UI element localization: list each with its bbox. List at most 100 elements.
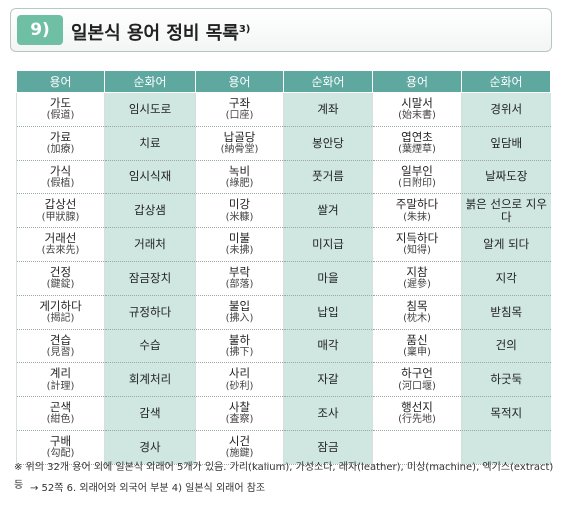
refined-term-cell: 잠금장치 [104, 261, 196, 296]
refined-term-cell: 붉은 선으로 지우다 [461, 193, 551, 229]
column-header: 순화어 [461, 70, 551, 93]
table-row: 가료 (加療) 치료 납골당 (納骨堂) 봉안당 엽연초 (葉煙草) 잎담배 [16, 126, 551, 161]
term-hanja: (鍵錠) [46, 279, 75, 291]
japanese-term-cell: 행선지 (行先地) [372, 396, 462, 431]
column-header: 순화어 [104, 70, 196, 93]
page-title: 일본식 용어 정비 목록3) [71, 19, 250, 45]
refined-term-cell [461, 430, 551, 465]
term-word: 지득하다 [395, 231, 439, 246]
section-header: 9) 일본식 용어 정비 목록3) [10, 8, 552, 52]
term-hanja: (施鍵) [225, 448, 254, 460]
japanese-term-cell: 구배 (勾配) [16, 430, 105, 465]
refined-term-cell: 봉안당 [283, 126, 373, 161]
footnote-ref: 3) [238, 24, 251, 35]
refined-term-cell: 목적지 [461, 396, 551, 431]
japanese-term-cell: 게기하다 (揭記) [16, 295, 105, 330]
term-word: 불하 [228, 332, 251, 347]
term-hanja: (加療) [46, 144, 75, 156]
refined-term-cell: 날짜도장 [461, 160, 551, 195]
term-word: 주말하다 [395, 197, 439, 212]
refined-term-cell: 하굿둑 [461, 362, 551, 398]
term-hanja: (知得) [403, 245, 431, 257]
japanese-term-cell: 건정 (鍵錠) [16, 261, 105, 296]
refined-term-cell: 미지급 [283, 227, 373, 262]
table-row: 구배 (勾配) 경사 시건 (施鍵) 잠금 [16, 430, 551, 465]
term-word: 구배 [49, 434, 72, 448]
japanese-term-cell: 가도 (假道) [16, 92, 105, 127]
japanese-term-cell: 불하 (拂下) [195, 329, 284, 364]
term-word: 사찰 [228, 400, 251, 415]
term-word: 갑상선 [44, 197, 77, 212]
table-row: 건정 (鍵錠) 잠금장치 부락 (部落) 마을 지참 (遲參) 지각 [16, 261, 551, 296]
term-word: 시말서 [401, 96, 433, 111]
term-word: 가도 [49, 96, 72, 111]
term-hanja: (米糠) [225, 211, 254, 223]
column-header: 순화어 [283, 70, 373, 93]
term-word: 품신 [406, 332, 428, 347]
table-row: 거래선 (去來先) 거래처 미불 (未拂) 미지급 지득하다 (知得) 알게 되다 [16, 227, 551, 262]
term-word: 미강 [228, 197, 251, 212]
refined-term-cell: 지각 [461, 261, 551, 296]
term-word: 가료 [49, 129, 72, 144]
table-row: 견습 (見習) 수습 불하 (拂下) 매각 품신 (稟申) 건의 [16, 329, 551, 364]
japanese-term-cell: 가료 (加療) [16, 126, 105, 161]
term-hanja: (見習) [46, 346, 75, 358]
japanese-term-cell: 품신 (稟申) [372, 329, 462, 364]
japanese-term-cell: 지참 (遲參) [372, 261, 462, 296]
term-hanja: (口座) [225, 110, 254, 122]
column-header: 용어 [195, 70, 284, 93]
japanese-term-cell: 가식 (假植) [16, 160, 105, 195]
refined-term-cell: 풋거름 [283, 160, 373, 195]
japanese-term-cell: 불입 (拂入) [195, 295, 284, 330]
refined-term-cell: 감색 [104, 396, 196, 431]
term-hanja: (納骨堂) [220, 144, 259, 156]
term-word: 침목 [406, 298, 428, 313]
table-body: 가도 (假道) 임시도로 구좌 (口座) 계좌 시말서 (始末書) 경위서 가료 (加療) 치료 납골당… [16, 92, 551, 465]
term-hanja: (稟申) [403, 346, 431, 358]
term-hanja: (河口堰) [398, 380, 436, 392]
term-hanja: (甲狀腺) [41, 211, 80, 223]
japanese-term-cell: 엽연초 (葉煙草) [372, 126, 462, 161]
refined-term-cell: 임시도로 [104, 92, 196, 127]
japanese-term-cell: 사찰 (査察) [195, 396, 284, 431]
refined-term-cell: 납입 [283, 295, 373, 330]
japanese-term-cell: 침목 (枕木) [372, 295, 462, 330]
term-word: 미불 [228, 231, 251, 246]
term-word: 사리 [228, 366, 251, 381]
term-hanja: (假植) [46, 177, 75, 189]
refined-term-cell: 치료 [104, 126, 196, 161]
table-row: 게기하다 (揭記) 규정하다 불입 (拂入) 납입 침목 (枕木) 받침목 [16, 295, 551, 330]
term-word: 시건 [228, 434, 251, 448]
term-word: 거래선 [44, 231, 77, 246]
footnote: ※ 위의 32개 용어 외에 일본식 외래어 5개가 있음. 가리(kalium… [14, 462, 554, 491]
table-row: 가도 (假道) 임시도로 구좌 (口座) 계좌 시말서 (始末書) 경위서 [16, 92, 551, 127]
refined-term-cell: 거래처 [104, 227, 196, 262]
term-word: 계리 [49, 366, 72, 381]
japanese-term-cell: 미강 (米糠) [195, 193, 284, 229]
table-row: 곤색 (紺色) 감색 사찰 (査察) 조사 행선지 (行先地) 목적지 [16, 396, 551, 431]
term-word: 구좌 [228, 96, 251, 111]
refined-term-cell: 계좌 [283, 92, 373, 127]
japanese-term-cell: 곤색 (紺色) [16, 396, 105, 431]
term-word: 견습 [49, 332, 72, 347]
term-hanja: (行先地) [398, 414, 436, 426]
japanese-term-cell: 지득하다 (知得) [372, 227, 462, 262]
refined-term-cell: 매각 [283, 329, 373, 364]
refined-term-cell: 수습 [104, 329, 196, 364]
japanese-term-cell: 갑상선 (甲狀腺) [16, 193, 105, 229]
term-word: 게기하다 [39, 298, 82, 313]
term-word: 지참 [406, 265, 428, 280]
column-header: 용어 [372, 70, 462, 93]
refined-term-cell: 알게 되다 [461, 227, 551, 262]
japanese-term-cell: 견습 (見習) [16, 329, 105, 364]
term-word: 하구언 [401, 366, 433, 381]
refined-term-cell: 경사 [104, 430, 196, 465]
table-row: 계리 (計理) 회계처리 사리 (砂利) 자갈 하구언 (河口堰) 하굿둑 [16, 362, 551, 398]
term-word: 엽연초 [401, 129, 433, 144]
japanese-term-cell: 구좌 (口座) [195, 92, 284, 127]
japanese-term-cell: 주말하다 (朱抹) [372, 193, 462, 229]
refined-term-cell: 잠금 [283, 430, 373, 465]
japanese-term-cell: 사리 (砂利) [195, 362, 284, 398]
table-header-row: 용어 순화어 용어 순화어 용어 순화어 [16, 70, 551, 93]
refined-term-cell: 건의 [461, 329, 551, 364]
